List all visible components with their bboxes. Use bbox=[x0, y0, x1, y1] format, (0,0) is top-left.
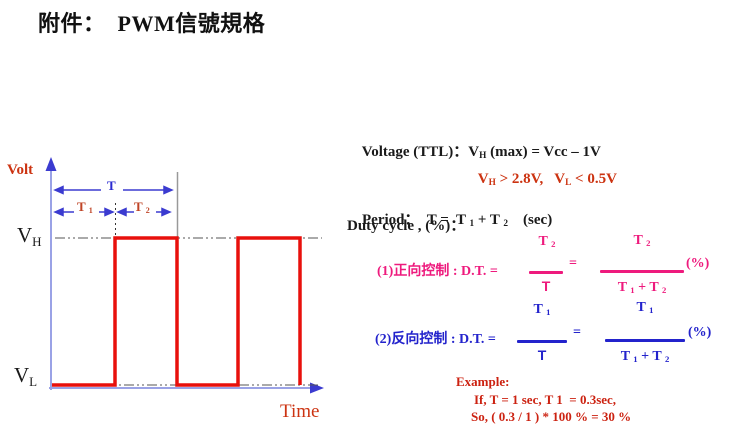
formula2-label: (2)反向控制 : D.T. = bbox=[375, 332, 496, 347]
y-axis-arrowhead-icon bbox=[45, 157, 57, 171]
t2-label: T 2 bbox=[134, 199, 150, 215]
formula1-denominator2: T 1 + T 2 bbox=[617, 280, 667, 295]
axes bbox=[45, 157, 324, 394]
example-line-2: So, ( 0.3 / 1 ) * 100 % = 30 % bbox=[471, 409, 632, 424]
formula2-numerator1: T 1 bbox=[533, 302, 551, 317]
page-title: 附件： PWM信號規格 bbox=[38, 11, 266, 36]
formula1-denominator1: T bbox=[541, 278, 551, 294]
arrow-right-icon bbox=[161, 207, 172, 217]
voltage-threshold-line: VH > 2.8V, VL < 0.5V bbox=[477, 171, 617, 189]
x-axis-label: Time bbox=[280, 401, 320, 422]
voltage-spec-line: Voltage (TTL)：VH (max) = Vcc – 1V bbox=[361, 144, 601, 162]
t1-label: T 1 bbox=[77, 199, 93, 215]
arrow-right-icon bbox=[163, 185, 174, 195]
period-spec-line: Period： T = T 1 + T 2 (sec) bbox=[362, 212, 553, 230]
formula1-percent: (%) bbox=[686, 256, 710, 271]
formula2-denominator2: T 1 + T 2 bbox=[620, 349, 670, 364]
formula2-denominator1: T bbox=[537, 347, 547, 363]
formula1-fraction-bar2 bbox=[600, 270, 684, 273]
t1-dimension-arrow bbox=[53, 207, 115, 217]
level-guidelines bbox=[55, 237, 322, 386]
x-axis-arrowhead-icon bbox=[310, 382, 324, 394]
vl-level-label: VL bbox=[14, 363, 38, 389]
vh-level-label: VH bbox=[17, 223, 42, 249]
pwm-square-wave bbox=[52, 236, 302, 387]
formula2-equals: = bbox=[573, 325, 581, 340]
formula1-numerator1: T 2 bbox=[538, 234, 556, 249]
formula1-numerator2: T 2 bbox=[633, 233, 651, 248]
t-dimension-arrow bbox=[53, 185, 174, 195]
formula1-label: (1)正向控制 : D.T. = bbox=[377, 264, 498, 279]
formula1-fraction-bar1 bbox=[529, 271, 563, 274]
example-heading: Example: bbox=[456, 374, 510, 389]
formula2-percent: (%) bbox=[688, 325, 712, 340]
arrow-left-icon bbox=[53, 207, 64, 217]
duty-cycle-heading: Duty cycle , (%)： bbox=[347, 218, 466, 234]
arrow-right-icon bbox=[104, 207, 115, 217]
example-line-1: If, T = 1 sec, T 1 = 0.3sec, bbox=[474, 392, 617, 407]
arrow-left-icon bbox=[53, 185, 64, 195]
formula2-fraction-bar2 bbox=[605, 339, 685, 342]
formula1-equals: = bbox=[569, 256, 577, 271]
period-t-label: T bbox=[107, 178, 116, 193]
formula2-fraction-bar1 bbox=[517, 340, 567, 343]
t2-dimension-arrow bbox=[116, 207, 172, 217]
y-axis-label: Volt bbox=[7, 162, 34, 178]
formula2-numerator2: T 1 bbox=[636, 300, 654, 315]
arrow-left-icon bbox=[116, 207, 127, 217]
